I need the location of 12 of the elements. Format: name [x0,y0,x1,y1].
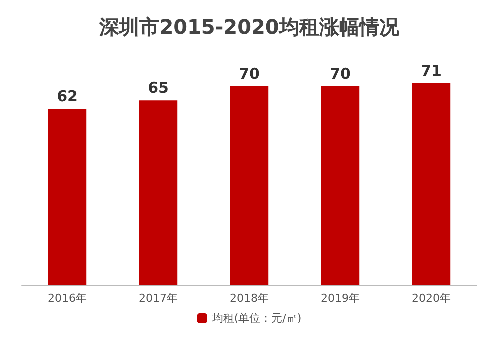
x-tick-label: 2018年 [230,292,269,305]
legend-label: 均租(单位：元/㎡) [211,312,302,325]
data-label: 70 [330,64,351,83]
data-label: 62 [57,88,78,106]
data-label: 71 [421,62,442,80]
data-label: 70 [239,64,260,83]
x-tick-label: 2020年 [412,292,451,305]
x-tick-label: 2019年 [321,292,360,305]
data-label: 65 [148,79,169,98]
x-tick-label: 2016年 [48,292,87,305]
x-tick-label: 2017年 [139,292,178,305]
chart-title: 深圳市2015-2020均租涨幅情况 [98,15,400,39]
